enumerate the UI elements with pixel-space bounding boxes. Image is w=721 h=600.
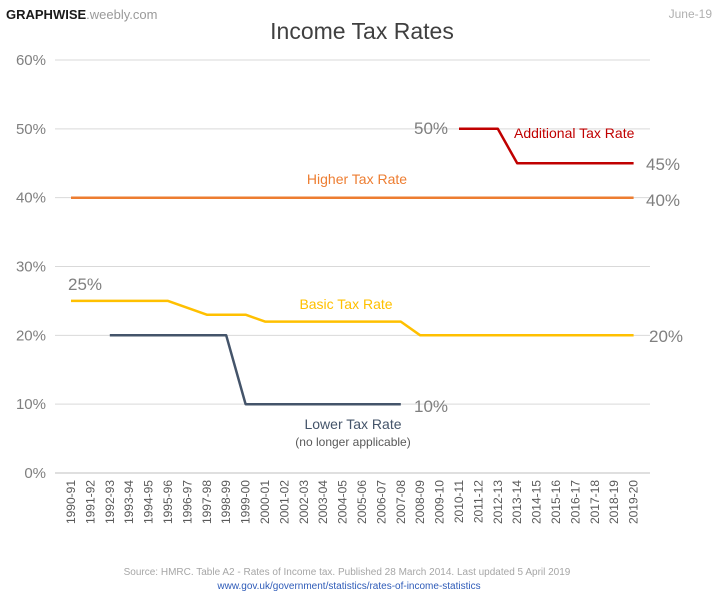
x-tick-label: 1995-96 [161, 480, 175, 524]
x-tick-label: 1998-99 [219, 480, 233, 524]
y-tick-label: 40% [16, 190, 46, 207]
y-tick-label: 0% [24, 465, 46, 482]
y-tick-label: 60% [16, 52, 46, 69]
x-tick-label: 2015-16 [549, 480, 563, 524]
series-line-additional-tax-rate [459, 127, 634, 165]
series-lines [71, 127, 634, 406]
x-tick-label: 1993-94 [122, 480, 136, 524]
x-tick-label: 2008-09 [413, 480, 427, 524]
label-additional-tax-rate: Additional Tax Rate [514, 125, 635, 141]
x-tick-label: 2000-01 [258, 480, 272, 524]
x-tick-label: 2006-07 [374, 480, 388, 524]
series-line-lower-tax-rate [109, 334, 401, 406]
x-tick-label: 2002-03 [297, 480, 311, 524]
label-basic-tax-rate: Basic Tax Rate [299, 296, 392, 312]
x-tick-label: 2013-14 [510, 480, 524, 524]
start-label-basic: 25% [68, 275, 102, 294]
brand-logo: GRAPHWISE.weebly.com [6, 7, 157, 22]
x-tick-label: 2018-19 [607, 480, 621, 524]
y-tick-label: 30% [16, 259, 46, 276]
end-label-additional: 45% [646, 155, 680, 174]
brand-name-bold: GRAPHWISE [6, 7, 87, 22]
x-tick-label: 2007-08 [394, 480, 408, 524]
x-tick-label: 2004-05 [336, 480, 350, 524]
series-line-basic-tax-rate [71, 299, 634, 337]
end-label-basic: 20% [649, 327, 683, 346]
x-axis-ticks: 1990-91 1991-92 1992-93 1993-94 1994-95 1995-… [64, 480, 641, 524]
x-tick-label: 2010-11 [452, 480, 466, 523]
label-lower-tax-rate: Lower Tax Rate [304, 416, 401, 432]
end-label-higher: 40% [646, 191, 680, 210]
x-tick-label: 2012-13 [491, 480, 505, 524]
start-label-additional: 50% [414, 119, 448, 138]
x-tick-label: 2005-06 [355, 480, 369, 524]
x-tick-label: 1994-95 [142, 480, 156, 524]
x-tick-label: 1992-93 [103, 480, 117, 524]
lower-tax-note: (no longer applicable) [295, 435, 410, 449]
gridlines [55, 59, 650, 474]
x-tick-label: 1996-97 [180, 480, 194, 524]
x-tick-label: 2016-17 [568, 480, 582, 524]
y-tick-label: 20% [16, 327, 46, 344]
x-tick-label: 2019-20 [627, 480, 641, 524]
x-tick-label: 2001-02 [277, 480, 291, 524]
date-label: June-19 [669, 7, 713, 21]
x-tick-label: 2009-10 [433, 480, 447, 524]
source-link[interactable]: www.gov.uk/government/statistics/rates-o… [216, 581, 480, 592]
brand-name-light: .weebly.com [86, 7, 157, 22]
y-axis-ticks: 0% 10% 20% 30% 40% 50% 60% [16, 52, 46, 482]
x-tick-label: 2011-12 [471, 480, 485, 523]
x-tick-label: 1997-98 [200, 480, 214, 524]
y-tick-label: 50% [16, 121, 46, 138]
x-tick-label: 2003-04 [316, 480, 330, 524]
x-tick-label: 1991-92 [83, 480, 97, 524]
source-note: Source: HMRC. Table A2 - Rates of Income… [124, 567, 571, 578]
chart-title: Income Tax Rates [270, 18, 454, 44]
y-tick-label: 10% [16, 396, 46, 413]
x-tick-label: 2014-15 [530, 480, 544, 524]
x-tick-label: 1990-91 [64, 480, 78, 524]
x-tick-label: 2017-18 [588, 480, 602, 524]
x-tick-label: 1999-00 [239, 480, 253, 524]
label-higher-tax-rate: Higher Tax Rate [307, 171, 407, 187]
end-label-lower: 10% [414, 397, 448, 416]
